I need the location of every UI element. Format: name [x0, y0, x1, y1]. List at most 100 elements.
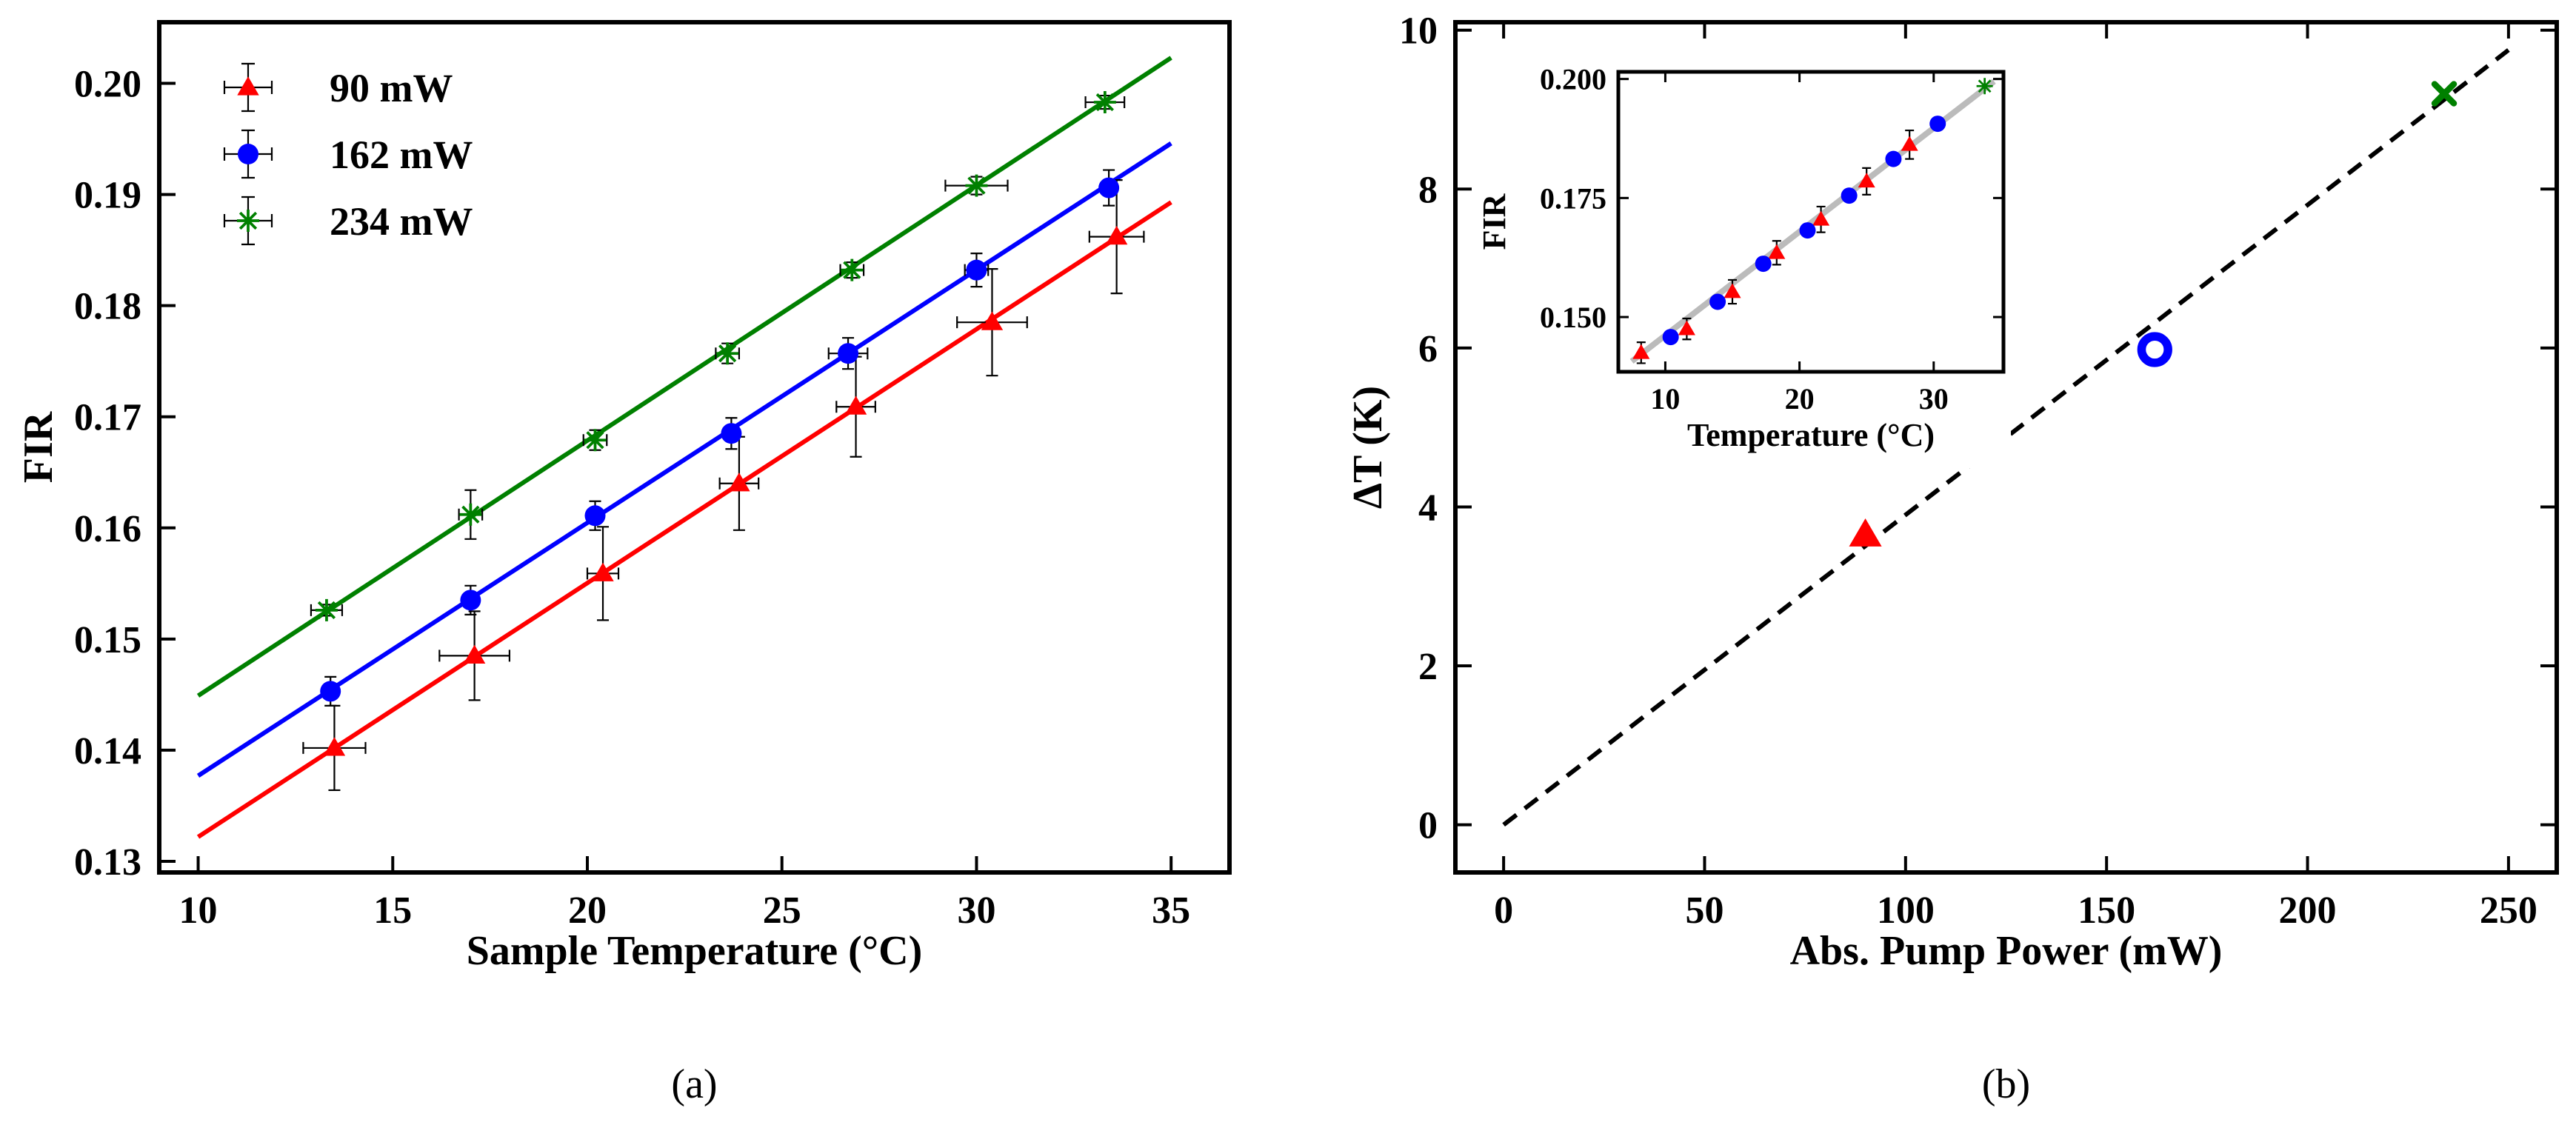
panel-b-y-axis-title: ΔT (K): [1345, 386, 1391, 509]
panel-a-y-tick-label: 0.17: [74, 397, 141, 439]
inset-data-point: [1901, 136, 1918, 151]
legend-marker: [238, 144, 258, 164]
data-point: [584, 429, 607, 452]
inset-data-point: [1768, 244, 1786, 259]
data-point: [2431, 81, 2457, 107]
inset-data-point: [1755, 256, 1772, 273]
inset-y-axis-title: FIR: [1476, 193, 1512, 250]
data-point: [966, 259, 987, 281]
inset-y-tick-label: 0.200: [1540, 63, 1606, 96]
panel-a-y-axis-title: FIR: [16, 411, 61, 483]
inset-x-tick-label: 20: [1785, 382, 1815, 415]
data-point: [721, 423, 742, 444]
panel-a-y-tick-label: 0.19: [74, 175, 141, 217]
legend-label: 234 mW: [330, 199, 473, 244]
panel-b-plot-frame: [1453, 20, 2559, 875]
panel-a-x-tick-label: 25: [763, 889, 801, 932]
fit-line-2: [196, 56, 1172, 698]
data-point: [838, 343, 859, 364]
panel-a-x-tick-label: 10: [179, 889, 218, 932]
data-point: [716, 342, 739, 365]
fit-line-1: [196, 141, 1172, 778]
panel-a-ticks: 10 15 20 25 30 35 0.13 0.14 0.15 0.16 0.17 0.18 0.19…: [74, 64, 1190, 932]
data-point: [844, 395, 867, 415]
inset-data-point: [1812, 210, 1830, 226]
panel-b-y-tick-label: 10: [1399, 10, 1438, 53]
inset-data-points: [1632, 78, 1993, 364]
inset-data-point: [1632, 344, 1650, 359]
data-point: [1093, 91, 1116, 114]
panel-a-y-tick-label: 0.15: [74, 619, 141, 661]
inset-data-point: [1678, 320, 1695, 336]
panel-a-y-tick-label: 0.20: [74, 64, 141, 106]
panel-a-x-tick-label: 30: [957, 889, 995, 932]
legend-label: 162 mW: [330, 133, 473, 177]
inset-data-point: [1709, 293, 1726, 310]
data-point: [460, 590, 481, 611]
data-point: [320, 681, 341, 702]
legend-label: 90 mW: [330, 66, 453, 110]
inset-data-point: [1929, 116, 1946, 133]
panel-a: 10 15 20 25 30 35 0.13 0.14 0.15 0.16 0.17 0.18 0.19…: [16, 20, 1232, 1107]
panel-b-data-points: [1849, 81, 2457, 547]
panel-a-x-tick-label: 15: [373, 889, 412, 932]
data-point: [965, 174, 988, 197]
panel-a-data-points: [302, 91, 1145, 792]
inset-y-tick-label: 0.150: [1540, 301, 1606, 334]
panel-a-x-tick-label: 20: [568, 889, 607, 932]
legend-marker: [237, 210, 259, 232]
panel-b-x-axis-title: Abs. Pump Power (mW): [1790, 928, 2223, 974]
inset-data-point: [1841, 187, 1858, 204]
inset-data-point: [1885, 150, 1902, 167]
data-point: [463, 644, 486, 664]
data-point: [584, 505, 606, 527]
panel-b-caption: (b): [1982, 1061, 2030, 1107]
panel-a-x-axis-title: Sample Temperature (°C): [467, 928, 923, 974]
data-point: [841, 258, 864, 281]
inset-data-point: [1662, 329, 1679, 346]
inset-data-point: [1724, 283, 1741, 298]
inset-y-tick-label: 0.175: [1540, 181, 1606, 215]
panel-b-x-tick-label: 100: [1877, 889, 1935, 932]
panel-a-fit-lines: [196, 56, 1172, 839]
panel-b-y-tick-label: 8: [1418, 169, 1438, 211]
panel-a-caption: (a): [671, 1061, 717, 1107]
panel-b-ticks: 0 50 100 150 200 250 0 2 4 6 8 10: [1399, 10, 2557, 932]
inset-data-point: [1799, 222, 1816, 239]
data-point: [981, 311, 1004, 330]
panel-b-y-tick-label: 6: [1418, 328, 1438, 370]
panel-b-y-tick-label: 2: [1418, 646, 1438, 688]
data-point: [592, 562, 614, 581]
data-point: [1098, 177, 1120, 198]
inset-data-point: [1976, 78, 1993, 95]
data-point: [728, 473, 750, 492]
panel-b-x-tick-label: 250: [2480, 889, 2537, 932]
panel-a-plot-frame: [157, 20, 1232, 875]
inset-x-tick-label: 10: [1650, 382, 1680, 415]
panel-b: 0 50 100 150 200 250 0 2 4 6 8 10 Abs. Pump Power (…: [1345, 10, 2559, 1107]
data-point: [459, 503, 482, 526]
panel-b-x-tick-label: 150: [2078, 889, 2135, 932]
legend-marker: [237, 76, 259, 96]
data-point: [2137, 332, 2172, 367]
panel-a-y-tick-label: 0.13: [74, 841, 141, 884]
inset-plot-frame: [1616, 70, 2006, 374]
inset-x-tick-label: 30: [1919, 382, 1949, 415]
inset-plot: 10 20 30 0.150 0.175 0.200 Temperature (°C) F…: [1476, 63, 2011, 468]
panel-a-legend: 90 mW 162 mW 234 mW: [223, 62, 473, 246]
data-point: [315, 598, 338, 621]
panel-b-y-tick-label: 4: [1418, 487, 1438, 529]
data-point: [323, 737, 346, 756]
panel-b-x-tick-label: 50: [1685, 889, 1724, 932]
inset-data-point: [1858, 173, 1875, 188]
panel-a-x-tick-label: 35: [1152, 889, 1190, 932]
fit-line-0: [196, 200, 1172, 839]
data-point: [1105, 225, 1128, 245]
inset-x-axis-title: Temperature (°C): [1687, 417, 1935, 453]
panel-a-y-tick-label: 0.14: [74, 730, 141, 772]
panel-a-y-tick-label: 0.16: [74, 508, 141, 550]
panel-b-x-tick-label: 0: [1494, 889, 1513, 932]
panel-b-y-tick-label: 0: [1418, 805, 1438, 847]
data-point: [1849, 518, 1882, 547]
